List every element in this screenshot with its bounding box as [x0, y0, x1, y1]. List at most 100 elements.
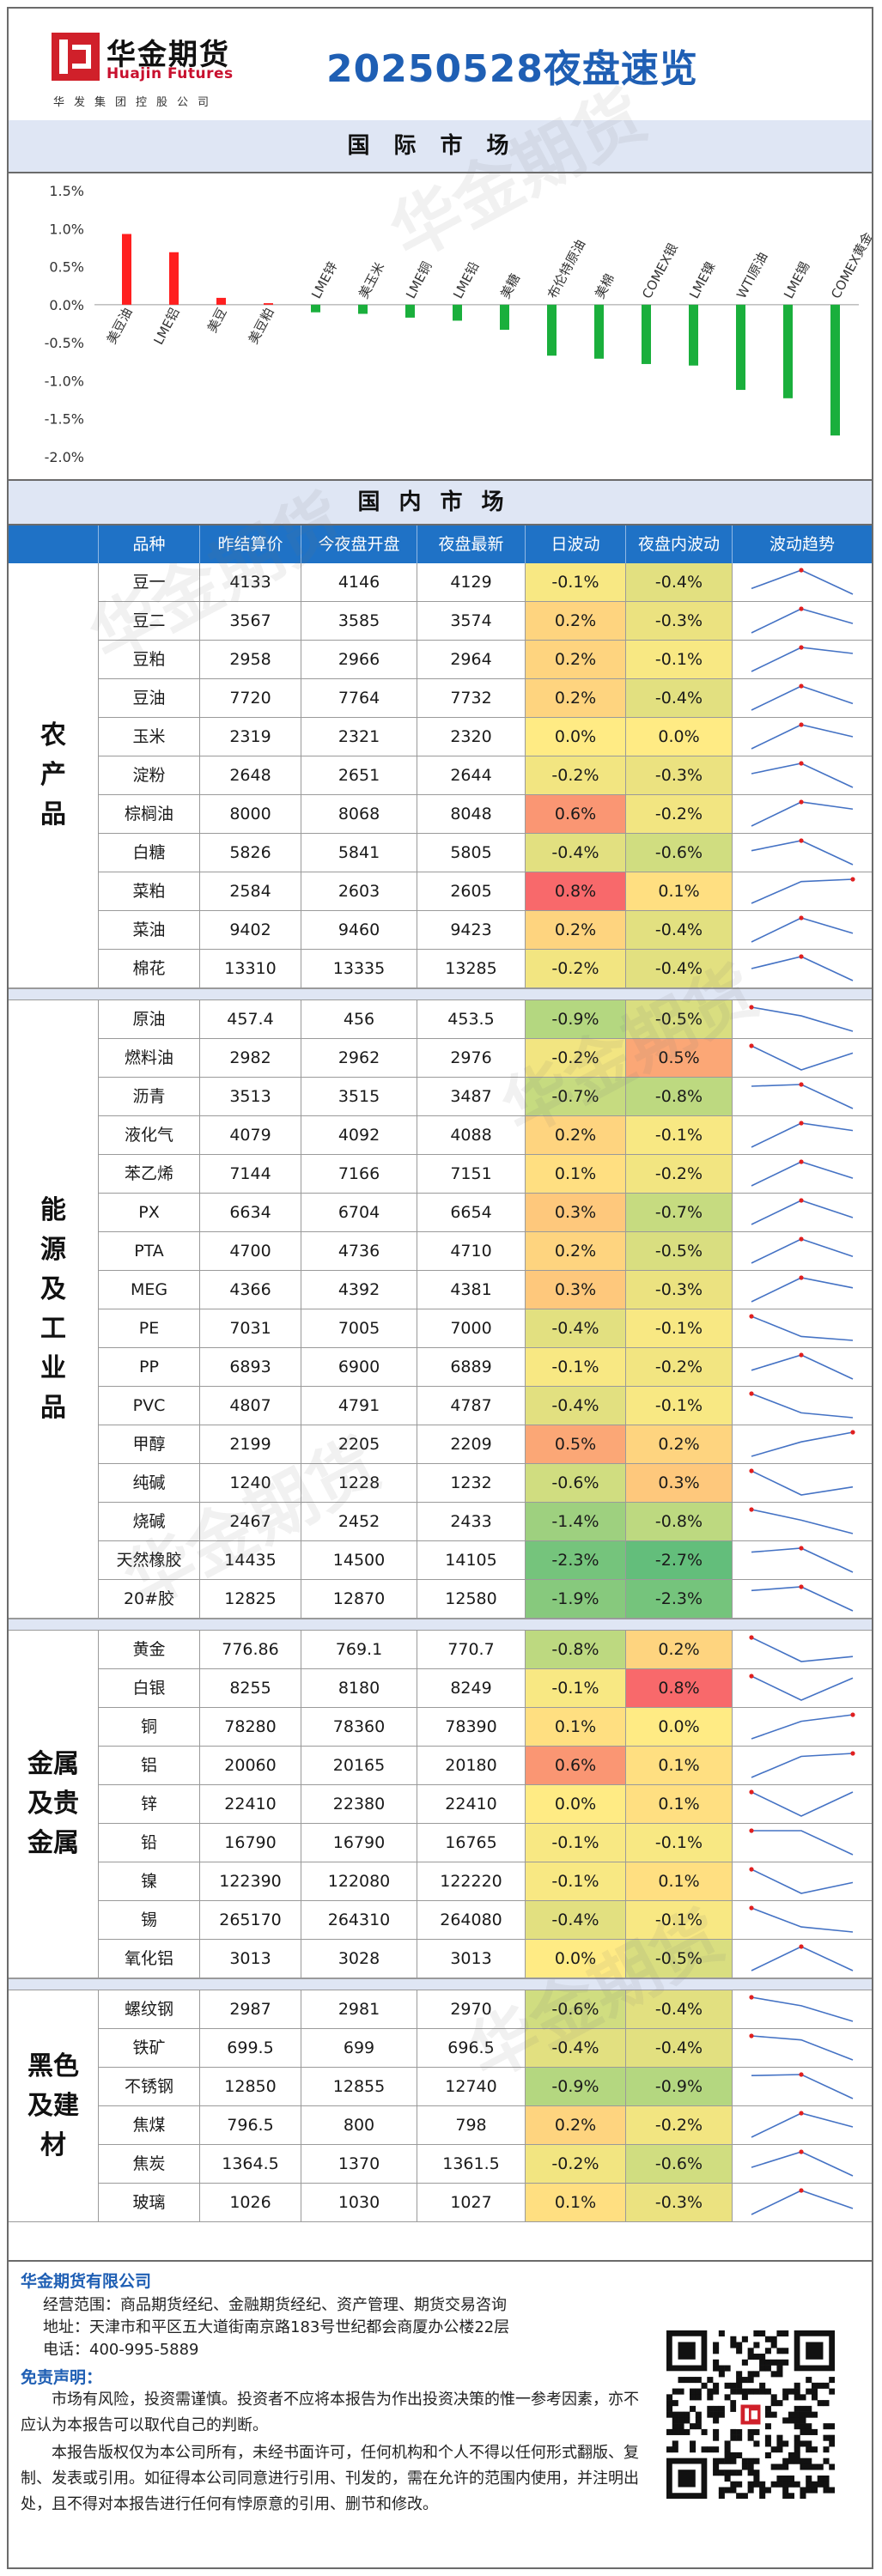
category-name: 金属及贵金属: [27, 1749, 79, 1858]
cell-night: -0.1%: [625, 1901, 732, 1940]
cell-night: -0.5%: [625, 1000, 732, 1039]
sparkline-high-point: [749, 1905, 754, 1911]
cell-night: -0.1%: [625, 1387, 732, 1425]
sparkline-path: [751, 1431, 854, 1457]
cell-prev: 776.86: [199, 1631, 301, 1669]
y-tick-label: 0.0%: [49, 297, 84, 313]
header-prev-settle: 昨结算价: [199, 526, 301, 563]
cell-trend: [732, 2029, 872, 2068]
cell-night: -0.6%: [625, 2145, 732, 2184]
cell-trend: [732, 2068, 872, 2106]
cell-prev: 122390: [199, 1862, 301, 1901]
cell-last: 7151: [417, 1155, 525, 1194]
cell-last: 4710: [417, 1232, 525, 1271]
cell-trend: [732, 1309, 872, 1348]
cell-prev: 2982: [199, 1039, 301, 1078]
bar-美棉: [594, 304, 604, 359]
bar-美豆粕: [264, 303, 273, 305]
cell-name: 白糖: [98, 834, 199, 872]
cell-name: 豆油: [98, 679, 199, 718]
cell-name: 锡: [98, 1901, 199, 1940]
category-label: 美豆油: [104, 305, 136, 346]
cell-last: 8249: [417, 1669, 525, 1708]
sparkline: [749, 1468, 854, 1496]
sparkline: [751, 1352, 854, 1380]
cell-name: 苯乙烯: [98, 1155, 199, 1194]
cell-open: 2452: [301, 1503, 417, 1541]
table-row: 螺纹钢 2987 2981 2970 -0.6% -0.4%: [9, 1990, 872, 2029]
cell-last: 1361.5: [417, 2145, 525, 2184]
sparkline: [751, 1082, 854, 1109]
table-row: 棉花 13310 13335 13285 -0.2% -0.4%: [9, 950, 872, 988]
sparkline-path: [751, 2035, 854, 2061]
cell-trend: [732, 1580, 872, 1619]
cell-last: 4088: [417, 1116, 525, 1155]
cell-last: 14105: [417, 1541, 525, 1580]
cell-last: 453.5: [417, 1000, 525, 1039]
cell-name: PX: [98, 1194, 199, 1232]
sparkline-path: [751, 840, 854, 866]
cell-prev: 16790: [199, 1824, 301, 1862]
bar-COMEX黄金: [830, 304, 840, 436]
cell-prev: 6893: [199, 1348, 301, 1387]
cell-prev: 8255: [199, 1669, 301, 1708]
cell-open: 800: [301, 2106, 417, 2145]
cell-day: 0.5%: [525, 1425, 625, 1464]
sparkline-high-point: [799, 761, 804, 766]
cell-name: 豆一: [98, 563, 199, 602]
logo-mark-icon: [52, 33, 100, 81]
cell-last: 12580: [417, 1580, 525, 1619]
cell-trend: [732, 641, 872, 679]
table-row: 焦炭 1364.5 1370 1361.5 -0.2% -0.6%: [9, 2145, 872, 2184]
category-label: 能源及工业品: [9, 1000, 98, 1619]
cell-last: 4129: [417, 563, 525, 602]
cell-name: 氧化铝: [98, 1940, 199, 1978]
category-label: 美豆粕: [246, 305, 277, 346]
cell-day: -0.4%: [525, 1901, 625, 1940]
cell-trend: [732, 1039, 872, 1078]
cell-trend: [732, 1232, 872, 1271]
cell-trend: [732, 679, 872, 718]
sparkline-path: [751, 1547, 854, 1573]
sparkline: [751, 606, 854, 634]
cell-open: 699: [301, 2029, 417, 2068]
table-row: 焦煤 796.5 800 798 0.2% -0.2%: [9, 2106, 872, 2145]
sparkline-high-point: [799, 915, 804, 920]
cell-last: 4787: [417, 1387, 525, 1425]
sparkline: [749, 1789, 854, 1817]
sparkline: [749, 1005, 854, 1032]
cell-prev: 4366: [199, 1271, 301, 1309]
sparkline: [749, 1828, 854, 1856]
cell-prev: 2319: [199, 718, 301, 756]
category-label: 美玉米: [356, 260, 387, 301]
y-tick-label: 1.5%: [49, 183, 84, 199]
cell-last: 1027: [417, 2184, 525, 2222]
sparkline-high-point: [799, 1198, 804, 1203]
cell-trend: [732, 1271, 872, 1309]
cell-name: 沥青: [98, 1078, 199, 1116]
category-label: LME铝: [150, 305, 182, 347]
cell-trend: [732, 2145, 872, 2184]
logo-english-name: Huajin Futures: [106, 65, 234, 82]
cell-day: 0.3%: [525, 1271, 625, 1309]
cell-last: 12740: [417, 2068, 525, 2106]
cell-open: 12855: [301, 2068, 417, 2106]
cell-night: -0.1%: [625, 641, 732, 679]
cell-trend: [732, 1824, 872, 1862]
sparkline-path: [751, 1200, 854, 1225]
cell-last: 3574: [417, 602, 525, 641]
sparkline-high-point: [799, 568, 804, 573]
cell-day: -0.4%: [525, 2029, 625, 2068]
cell-prev: 699.5: [199, 2029, 301, 2068]
table-row: PTA 4700 4736 4710 0.2% -0.5%: [9, 1232, 872, 1271]
cell-trend: [732, 911, 872, 950]
cell-trend: [732, 1116, 872, 1155]
sparkline-path: [751, 647, 854, 672]
sparkline-high-point: [799, 1275, 804, 1280]
sparkline-path: [751, 1791, 854, 1817]
cell-open: 5841: [301, 834, 417, 872]
sparkline-path: [751, 2151, 854, 2177]
y-tick-label: -0.5%: [45, 335, 84, 351]
cell-night: 0.2%: [625, 1425, 732, 1464]
cell-trend: [732, 2184, 872, 2222]
